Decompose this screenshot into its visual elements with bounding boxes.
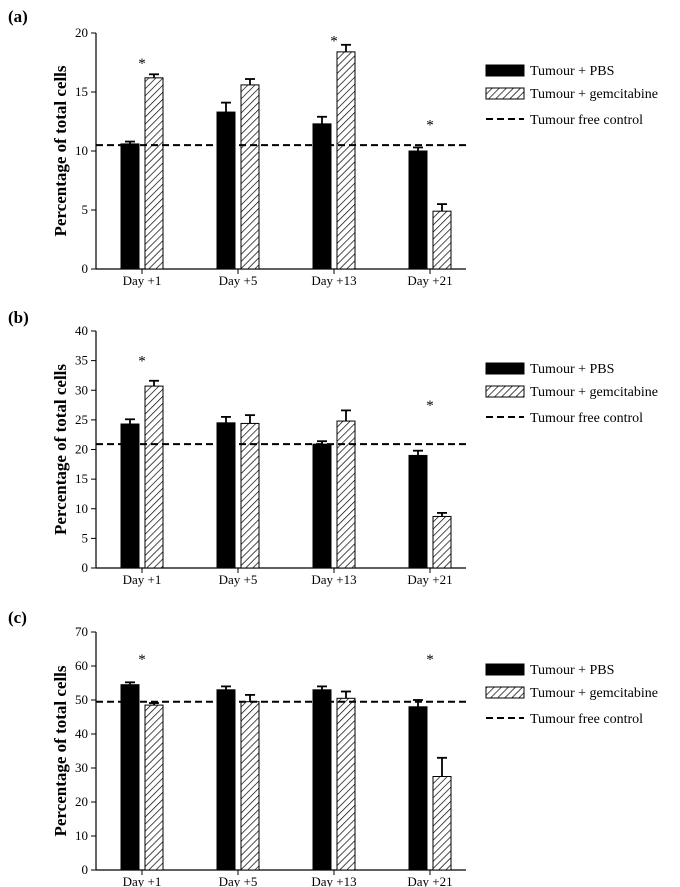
bar-gemcitabine-3 xyxy=(336,51,356,270)
chart-panel-3: (c) Percentage of total cells 0 10 20 30 40 50 6… xyxy=(8,608,658,887)
y-tick-label: 30 xyxy=(75,760,88,775)
legend-label-pbs: Tumour + PBS xyxy=(530,663,614,678)
y-tick-label: 50 xyxy=(75,692,88,707)
y-tick-label: 10 xyxy=(75,828,88,843)
x-tick-label: Day +5 xyxy=(219,874,258,887)
bar-pbs-2 xyxy=(216,111,236,270)
bar-gemcitabine-1 xyxy=(144,77,164,270)
significance-star: * xyxy=(426,118,434,134)
y-tick-label: 0 xyxy=(82,560,89,575)
y-tick-label: 20 xyxy=(75,442,88,457)
panel-label: (c) xyxy=(8,608,27,627)
significance-star: * xyxy=(138,56,146,72)
x-tick-label: Day +5 xyxy=(219,572,258,587)
bar-gemcitabine-2 xyxy=(240,701,260,871)
y-axis-label: Percentage of total cells xyxy=(51,364,70,535)
x-tick-label: Day +5 xyxy=(219,273,258,288)
legend-label-pbs: Tumour + PBS xyxy=(530,64,614,79)
legend-label-pbs: Tumour + PBS xyxy=(530,362,614,377)
panel-label: (a) xyxy=(8,7,28,26)
bar-gemcitabine-1 xyxy=(144,385,164,569)
y-tick-label: 25 xyxy=(75,412,88,427)
y-tick-label: 20 xyxy=(75,25,88,40)
legend-swatch-pbs xyxy=(485,663,525,676)
legend-label-control: Tumour free control xyxy=(530,411,643,426)
chart-panel-1: (a) Percentage of total cells 0 5 10 15 20 Day … xyxy=(8,7,658,288)
y-tick-label: 15 xyxy=(75,471,88,486)
y-tick-label: 30 xyxy=(75,382,88,397)
x-tick-label: Day +13 xyxy=(311,273,356,288)
x-tick-label: Day +21 xyxy=(407,874,452,887)
y-tick-label: 15 xyxy=(75,84,88,99)
bar-gemcitabine-3 xyxy=(336,697,356,871)
y-tick-label: 5 xyxy=(82,202,89,217)
y-tick-label: 5 xyxy=(82,530,89,545)
x-tick-label: Day +1 xyxy=(123,273,162,288)
significance-star: * xyxy=(330,34,338,50)
legend-swatch-pbs xyxy=(485,362,525,375)
panel-label: (b) xyxy=(8,308,29,327)
y-tick-label: 40 xyxy=(75,726,88,741)
legend-label-control: Tumour free control xyxy=(530,712,643,727)
y-tick-label: 20 xyxy=(75,794,88,809)
y-tick-label: 10 xyxy=(75,143,88,158)
x-tick-label: Day +13 xyxy=(311,572,356,587)
y-tick-label: 10 xyxy=(75,501,88,516)
bar-gemcitabine-4 xyxy=(432,776,452,871)
y-tick-label: 40 xyxy=(75,323,88,338)
y-axis-label: Percentage of total cells xyxy=(51,65,70,236)
legend-swatch-gemcitabine xyxy=(485,686,525,699)
bar-pbs-3 xyxy=(312,689,332,871)
y-tick-label: 0 xyxy=(82,261,89,276)
bar-gemcitabine-1 xyxy=(144,704,164,871)
x-tick-label: Day +13 xyxy=(311,874,356,887)
y-axis-label: Percentage of total cells xyxy=(51,665,70,836)
x-tick-label: Day +21 xyxy=(407,273,452,288)
y-tick-label: 35 xyxy=(75,353,88,368)
legend-label-gemcitabine: Tumour + gemcitabine xyxy=(530,87,658,102)
legend-label-gemcitabine: Tumour + gemcitabine xyxy=(530,686,658,701)
y-tick-label: 0 xyxy=(82,862,89,877)
legend-swatch-pbs xyxy=(485,64,525,77)
legend-label-gemcitabine: Tumour + gemcitabine xyxy=(530,385,658,400)
bar-gemcitabine-4 xyxy=(432,515,452,569)
bar-pbs-1 xyxy=(120,684,140,871)
bar-pbs-4 xyxy=(408,454,428,569)
bar-pbs-4 xyxy=(408,150,428,270)
bar-gemcitabine-3 xyxy=(336,420,356,569)
x-tick-label: Day +1 xyxy=(123,874,162,887)
legend-label-control: Tumour free control xyxy=(530,113,643,128)
significance-star: * xyxy=(426,398,434,414)
significance-star: * xyxy=(138,652,146,668)
significance-star: * xyxy=(426,652,434,668)
chart-panel-2: (b) Percentage of total cells 0 5 10 15 20 25 30… xyxy=(8,308,658,587)
significance-star: * xyxy=(138,354,146,370)
bar-gemcitabine-2 xyxy=(240,84,260,270)
bar-pbs-1 xyxy=(120,423,140,569)
y-tick-label: 70 xyxy=(75,624,88,639)
bar-gemcitabine-4 xyxy=(432,210,452,270)
legend-swatch-gemcitabine xyxy=(485,385,525,398)
bar-pbs-3 xyxy=(312,443,332,569)
bar-pbs-2 xyxy=(216,689,236,871)
y-tick-label: 60 xyxy=(75,658,88,673)
x-tick-label: Day +21 xyxy=(407,572,452,587)
bar-pbs-1 xyxy=(120,143,140,270)
bar-pbs-4 xyxy=(408,706,428,871)
x-tick-label: Day +1 xyxy=(123,572,162,587)
legend-swatch-gemcitabine xyxy=(485,87,525,100)
